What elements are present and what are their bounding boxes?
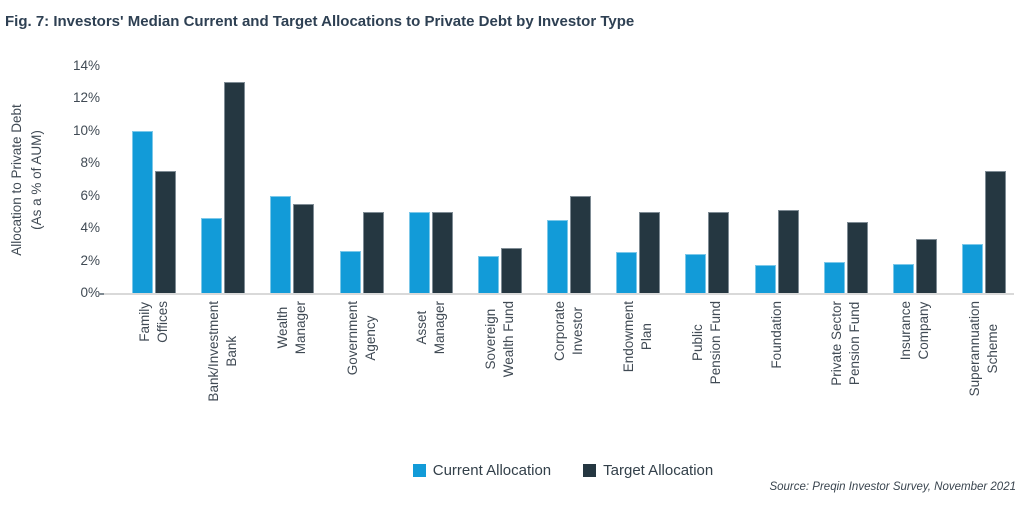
x-label-7: Endowment Plan (618, 301, 658, 451)
x-label-3: Government Agency (342, 301, 382, 451)
bar-target-9 (777, 210, 799, 293)
bar-target-3 (362, 211, 384, 293)
bar-target-12 (985, 171, 1007, 293)
bar-target-5 (500, 247, 522, 293)
bar-current-11 (892, 263, 914, 293)
x-label-text: Public Pension Fund (689, 301, 724, 385)
bar-target-11 (915, 239, 937, 293)
y-tick-12: 12% (72, 90, 100, 106)
chart-title: Fig. 7: Investors' Median Current and Ta… (5, 13, 635, 30)
y-tick-10: 10% (72, 122, 100, 138)
zero-tick-mark (99, 293, 104, 295)
x-label-12: Superannuation Scheme (964, 301, 1004, 451)
y-tick-6: 6% (80, 187, 100, 203)
x-label-9: Foundation (757, 301, 797, 451)
bar-current-8 (685, 254, 707, 293)
bar-target-0 (155, 171, 176, 293)
x-label-text: Bank/Investment Bank (205, 301, 240, 402)
legend-label-current: Current Allocation (432, 461, 552, 479)
x-label-4: Asset Manager (411, 301, 451, 451)
x-label-8: Public Pension Fund (687, 301, 727, 451)
x-axis-line (104, 293, 1014, 295)
bar-target-4 (431, 211, 453, 293)
x-label-text: Family Offices (136, 301, 171, 343)
source-attribution: Source: Preqin Investor Survey, November… (769, 481, 1016, 493)
y-tick-14: 14% (72, 58, 100, 73)
bar-current-1 (201, 218, 223, 293)
bar-current-10 (823, 262, 845, 293)
x-label-text: Corporate Investor (551, 301, 586, 362)
bar-target-2 (293, 203, 315, 293)
x-label-text: Asset Manager (413, 301, 447, 355)
x-label-text: Insurance Company (897, 301, 931, 361)
bar-target-7 (639, 211, 661, 293)
x-label-1: Bank/Investment Bank (203, 301, 243, 451)
bar-target-1 (224, 82, 246, 293)
bar-target-8 (708, 211, 730, 293)
legend-item-target: Target Allocation (583, 462, 713, 479)
bar-current-12 (962, 244, 984, 293)
y-tick-0: 0% (80, 285, 100, 300)
x-label-text: Foundation (768, 301, 784, 369)
x-label-text: Superannuation Scheme (966, 301, 1001, 397)
x-label-text: Government Agency (344, 301, 378, 376)
legend: Current Allocation Target Allocation (112, 459, 1014, 481)
bar-target-10 (846, 221, 868, 293)
legend-item-current: Current Allocation (412, 461, 552, 479)
x-label-11: Insurance Company (895, 301, 935, 451)
legend-swatch-target (583, 463, 597, 477)
x-label-5: Sovereign Wealth Fund (480, 301, 520, 451)
y-tick-2: 2% (80, 252, 100, 268)
bar-current-6 (547, 220, 569, 293)
y-axis-title-line-1: Allocation to Private Debt (9, 104, 24, 256)
x-label-text: Sovereign Wealth Fund (482, 301, 516, 378)
x-label-text: Wealth Manager (274, 301, 309, 355)
bar-current-2 (270, 195, 292, 293)
bar-target-6 (570, 195, 592, 293)
legend-swatch-current (412, 463, 426, 477)
x-label-2: Wealth Manager (272, 301, 312, 451)
bar-current-3 (339, 250, 361, 293)
legend-label-target: Target Allocation (603, 461, 714, 479)
bar-current-9 (754, 265, 776, 293)
bar-current-0 (132, 130, 153, 293)
bar-current-4 (408, 211, 430, 293)
x-label-6: Corporate Investor (549, 301, 589, 451)
x-label-10: Private Sector Pension Fund (826, 301, 866, 451)
x-label-text: Private Sector Pension Fund (828, 301, 862, 386)
x-label-text: Endowment Plan (620, 301, 655, 373)
y-tick-8: 8% (80, 155, 100, 171)
x-label-0: Family Offices (134, 301, 174, 451)
y-tick-4: 4% (80, 220, 100, 236)
bar-current-5 (477, 255, 499, 293)
bar-current-7 (616, 252, 638, 293)
